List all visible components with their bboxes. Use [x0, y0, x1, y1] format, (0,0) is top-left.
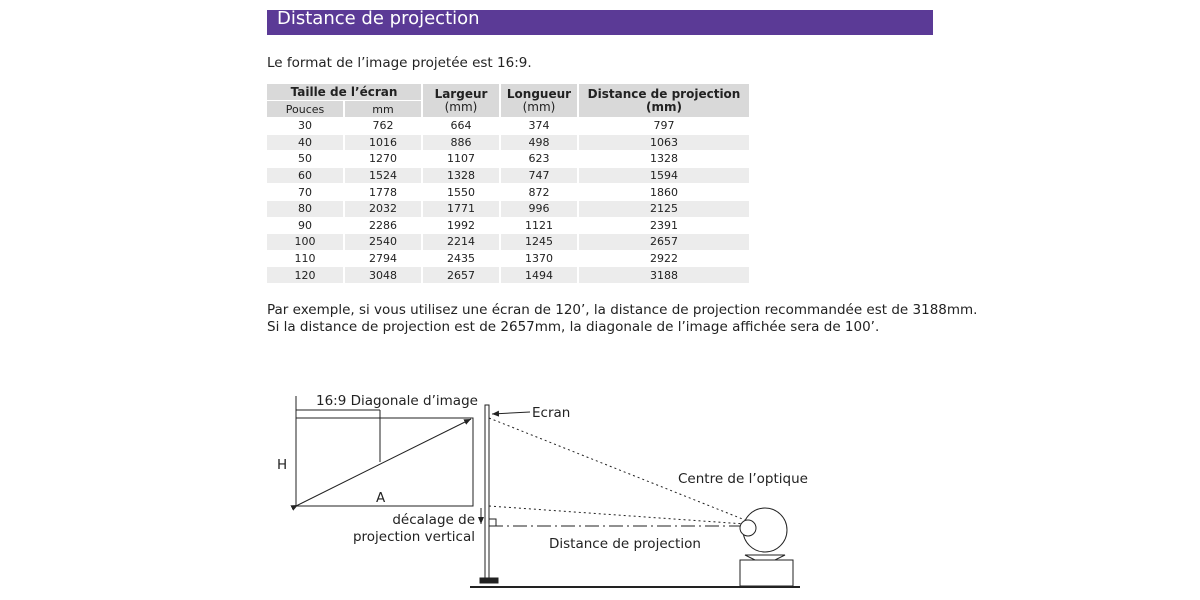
- header-text: Largeur: [434, 86, 488, 101]
- table-cell: 90: [298, 218, 312, 232]
- table-cell: 50: [298, 152, 312, 166]
- table-cell: 1550: [447, 185, 475, 199]
- paragraph: Par exemple, si vous utilisez une écran …: [267, 302, 978, 318]
- table-row: 70 1778 1550 872 1860: [267, 184, 749, 200]
- table-row: 100 2540 2214 1245 2657: [267, 234, 749, 250]
- table-cell: 1270: [369, 152, 397, 166]
- table-cell: 2922: [650, 252, 678, 266]
- table-cell: 2794: [369, 252, 397, 266]
- table-cell: 2540: [345, 234, 421, 250]
- table-cell: 1328: [423, 167, 499, 184]
- table-cell: 2032: [345, 200, 421, 217]
- header-text: Distance de projection: [587, 86, 741, 101]
- header-cell: Longueur (mm): [501, 84, 577, 117]
- header-cell: mm: [345, 101, 421, 117]
- table-cell: 30: [298, 119, 312, 133]
- table-row: 50 1270 1107 623 1328: [267, 151, 749, 167]
- table-cell: 886: [423, 134, 499, 151]
- label: Centre de l’optique: [678, 471, 808, 487]
- header-unit: (mm): [646, 99, 682, 114]
- table-cell: 1594: [579, 167, 749, 184]
- header-cell: Largeur (mm): [423, 84, 499, 117]
- label: projection vertical: [353, 529, 475, 545]
- header-unit: (mm): [522, 99, 556, 114]
- table-cell: 1370: [525, 252, 553, 266]
- table-cell: 664: [450, 119, 472, 133]
- table-cell: 1107: [447, 152, 475, 166]
- table-cell: 2286: [369, 218, 397, 232]
- table-row: 30 762 664 374 797: [267, 118, 749, 134]
- drawing: [290, 396, 800, 588]
- section-title: Distance de projection: [267, 10, 933, 35]
- table-cell: 2657: [423, 267, 499, 283]
- table-cell: 100: [267, 234, 343, 250]
- label: 16:9 Diagonale d’image: [316, 393, 478, 409]
- table-cell: 1328: [650, 152, 678, 166]
- label: A: [376, 490, 386, 506]
- table-cell: 2391: [650, 218, 678, 232]
- table-cell: 623: [528, 152, 550, 166]
- table-cell: 872: [528, 185, 550, 199]
- table-cell: 3188: [579, 267, 749, 283]
- table-cell: 762: [372, 119, 394, 133]
- table-cell: 1860: [650, 185, 678, 199]
- label: H: [277, 457, 287, 473]
- paragraph: Si la distance de projection est de 2657…: [267, 319, 880, 335]
- header-cell: Taille de l’écran: [267, 84, 421, 100]
- table-body: 30 762 664 374 797 40 1016 886 498 1063 50 1270 1107…: [267, 118, 749, 283]
- table-cell: 747: [501, 167, 577, 184]
- table-row: 40 1016 886 498 1063: [267, 134, 749, 151]
- table-cell: 2435: [447, 252, 475, 266]
- table-cell: 40: [267, 134, 343, 151]
- label: Ecran: [532, 405, 570, 421]
- table-row: 60 1524 1328 747 1594: [267, 167, 749, 184]
- table-cell: 120: [267, 267, 343, 283]
- table-cell: 1494: [501, 267, 577, 283]
- table-cell: 1771: [423, 200, 499, 217]
- table-cell: 2125: [579, 200, 749, 217]
- table-cell: 996: [501, 200, 577, 217]
- table-cell: 1778: [369, 185, 397, 199]
- table-cell: 1992: [447, 218, 475, 232]
- intro: Le format de l’image projetée est 16:9.: [267, 55, 532, 71]
- table: Taille de l’écran Largeur (mm) Longueur (m…: [265, 83, 751, 284]
- table-cell: 797: [653, 119, 675, 133]
- table-row: 80 2032 1771 996 2125: [267, 200, 749, 217]
- table-cell: 2657: [579, 234, 749, 250]
- header-text: Longueur: [506, 86, 572, 101]
- table-cell: 110: [294, 252, 316, 266]
- table-cell: 80: [267, 200, 343, 217]
- label: décalage de: [392, 512, 475, 528]
- table-cell: 3048: [345, 267, 421, 283]
- table-cell: 1524: [345, 167, 421, 184]
- table-row: 110 2794 2435 1370 2922: [267, 251, 749, 267]
- header-unit: (mm): [444, 99, 478, 114]
- table-cell: 374: [528, 119, 550, 133]
- table-cell: 1121: [525, 218, 553, 232]
- table-cell: 1063: [579, 134, 749, 151]
- header-cell: Pouces: [267, 101, 343, 117]
- table-row: 90 2286 1992 1121 2391: [267, 218, 749, 234]
- table-cell: 70: [298, 185, 312, 199]
- table-row: 120 3048 2657 1494 3188: [267, 267, 749, 283]
- table-cell: 2214: [423, 234, 499, 250]
- label: Distance de projection: [549, 536, 701, 552]
- header-cell: Distance de projection (mm): [579, 84, 749, 117]
- table-cell: 1016: [345, 134, 421, 151]
- table-cell: 498: [501, 134, 577, 151]
- table-cell: 1245: [501, 234, 577, 250]
- table-cell: 60: [267, 167, 343, 184]
